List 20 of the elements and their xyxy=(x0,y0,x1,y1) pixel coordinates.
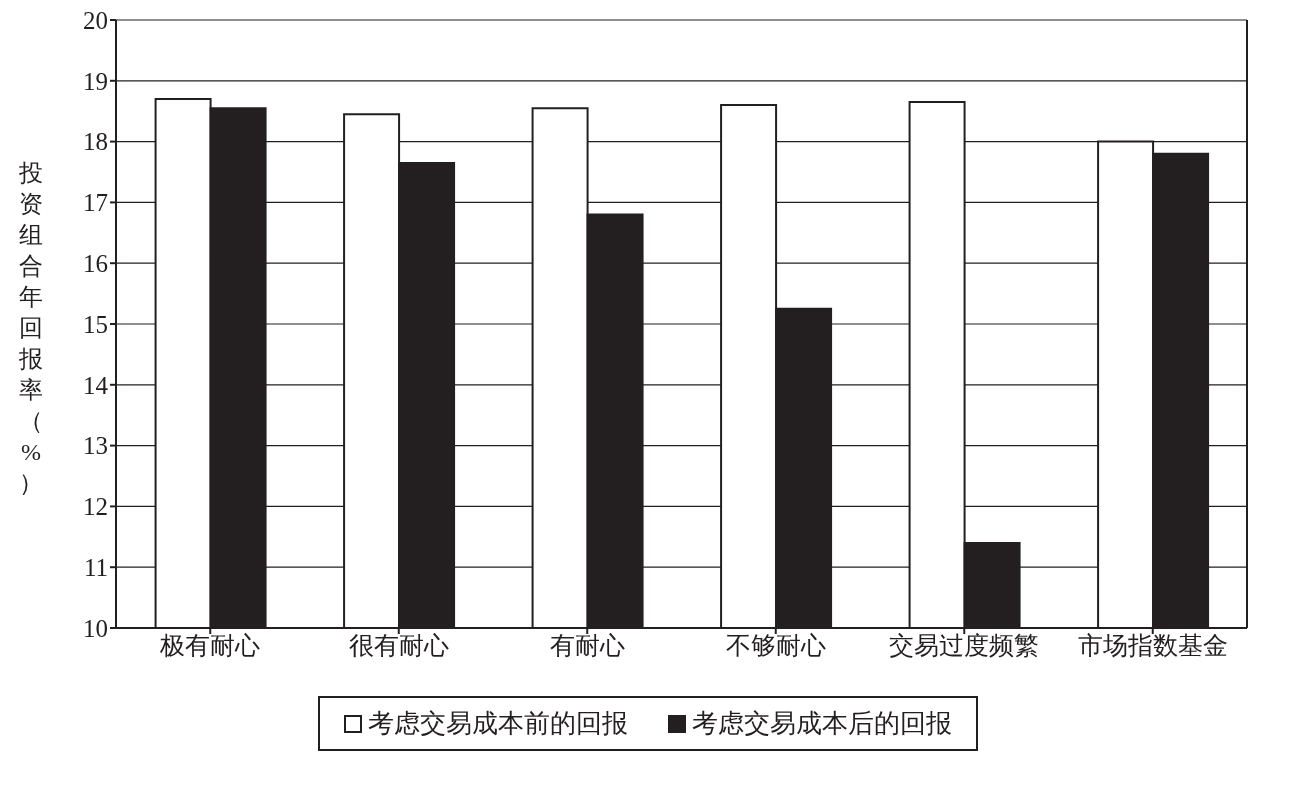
x-tick-label: 交易过度频繁 xyxy=(889,631,1040,659)
legend-label: 考虑交易成本后的回报 xyxy=(692,708,952,740)
y-tick-label: 10 xyxy=(83,614,108,642)
y-tick-label: 13 xyxy=(83,432,108,460)
y-tick-label: 18 xyxy=(83,128,108,156)
y-tick-label: 20 xyxy=(83,6,108,34)
y-tick-label: 14 xyxy=(83,371,109,399)
y-tick-label: 11 xyxy=(83,554,108,582)
text: 投资组合年回报率（%） xyxy=(19,160,43,496)
legend-label: 考虑交易成本前的回报 xyxy=(368,708,628,740)
y-tick-label: 16 xyxy=(83,250,108,278)
x-tick-label: 极有耐心 xyxy=(159,631,261,659)
x-tick-label: 很有耐心 xyxy=(348,631,449,659)
x-tick-label: 有耐心 xyxy=(549,631,625,659)
y-tick-label: 12 xyxy=(83,493,108,521)
y-tick-label: 17 xyxy=(83,189,108,217)
x-tick-label: 市场指数基金 xyxy=(1077,631,1228,659)
y-tick-label: 19 xyxy=(83,67,108,95)
y-tick-label: 15 xyxy=(83,310,108,338)
x-tick-label: 不够耐心 xyxy=(725,631,826,659)
